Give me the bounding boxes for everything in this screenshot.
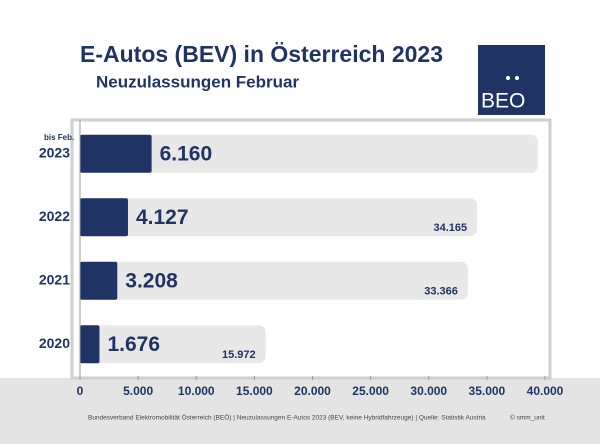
chart-subtitle: Neuzulassungen Februar: [96, 72, 299, 91]
footer-band: [0, 378, 600, 444]
x-tick-label: 40.000: [527, 384, 564, 398]
value-label: 33.366: [424, 286, 458, 298]
chart-title: E-Autos (BEV) in Österreich 2023: [80, 41, 443, 67]
x-tick-label: 35.000: [469, 384, 506, 398]
annotation: bis Feb.: [44, 133, 74, 142]
x-tick-label: 10.000: [178, 384, 215, 398]
value-label: 6.160: [160, 142, 213, 165]
bar: [80, 134, 152, 173]
logo-dot: [506, 76, 510, 80]
bar: [80, 198, 478, 237]
logo-dot: [515, 76, 519, 80]
x-tick-label: 20.000: [294, 384, 331, 398]
x-tick-label: 5.000: [123, 384, 153, 398]
logo-box: [478, 45, 545, 115]
value-label: 15.972: [222, 349, 256, 361]
bar: [80, 261, 118, 300]
x-tick-label: 30.000: [410, 384, 447, 398]
bar: [80, 261, 468, 300]
bar: [80, 198, 128, 237]
value-label: 34.165: [434, 222, 468, 234]
value-label: 4.127: [136, 206, 189, 229]
logo-text: BEO: [481, 90, 525, 113]
bar: [80, 325, 266, 364]
y-tick-label: 2022: [39, 208, 70, 224]
bar: [80, 325, 100, 364]
y-tick-label: 2021: [39, 271, 70, 287]
value-label: 1.676: [107, 333, 160, 356]
y-tick-label: 2023: [39, 144, 70, 160]
x-tick-label: 0: [77, 384, 84, 398]
footer: Bundesverband Elektromobilität Österreic…: [88, 414, 486, 422]
value-label: 3.208: [125, 269, 178, 292]
x-tick-label: 25.000: [352, 384, 389, 398]
bar: [80, 134, 539, 173]
x-tick-label: 15.000: [236, 384, 273, 398]
credit: © smm_unit: [510, 414, 545, 422]
y-tick-label: 2020: [39, 335, 70, 351]
